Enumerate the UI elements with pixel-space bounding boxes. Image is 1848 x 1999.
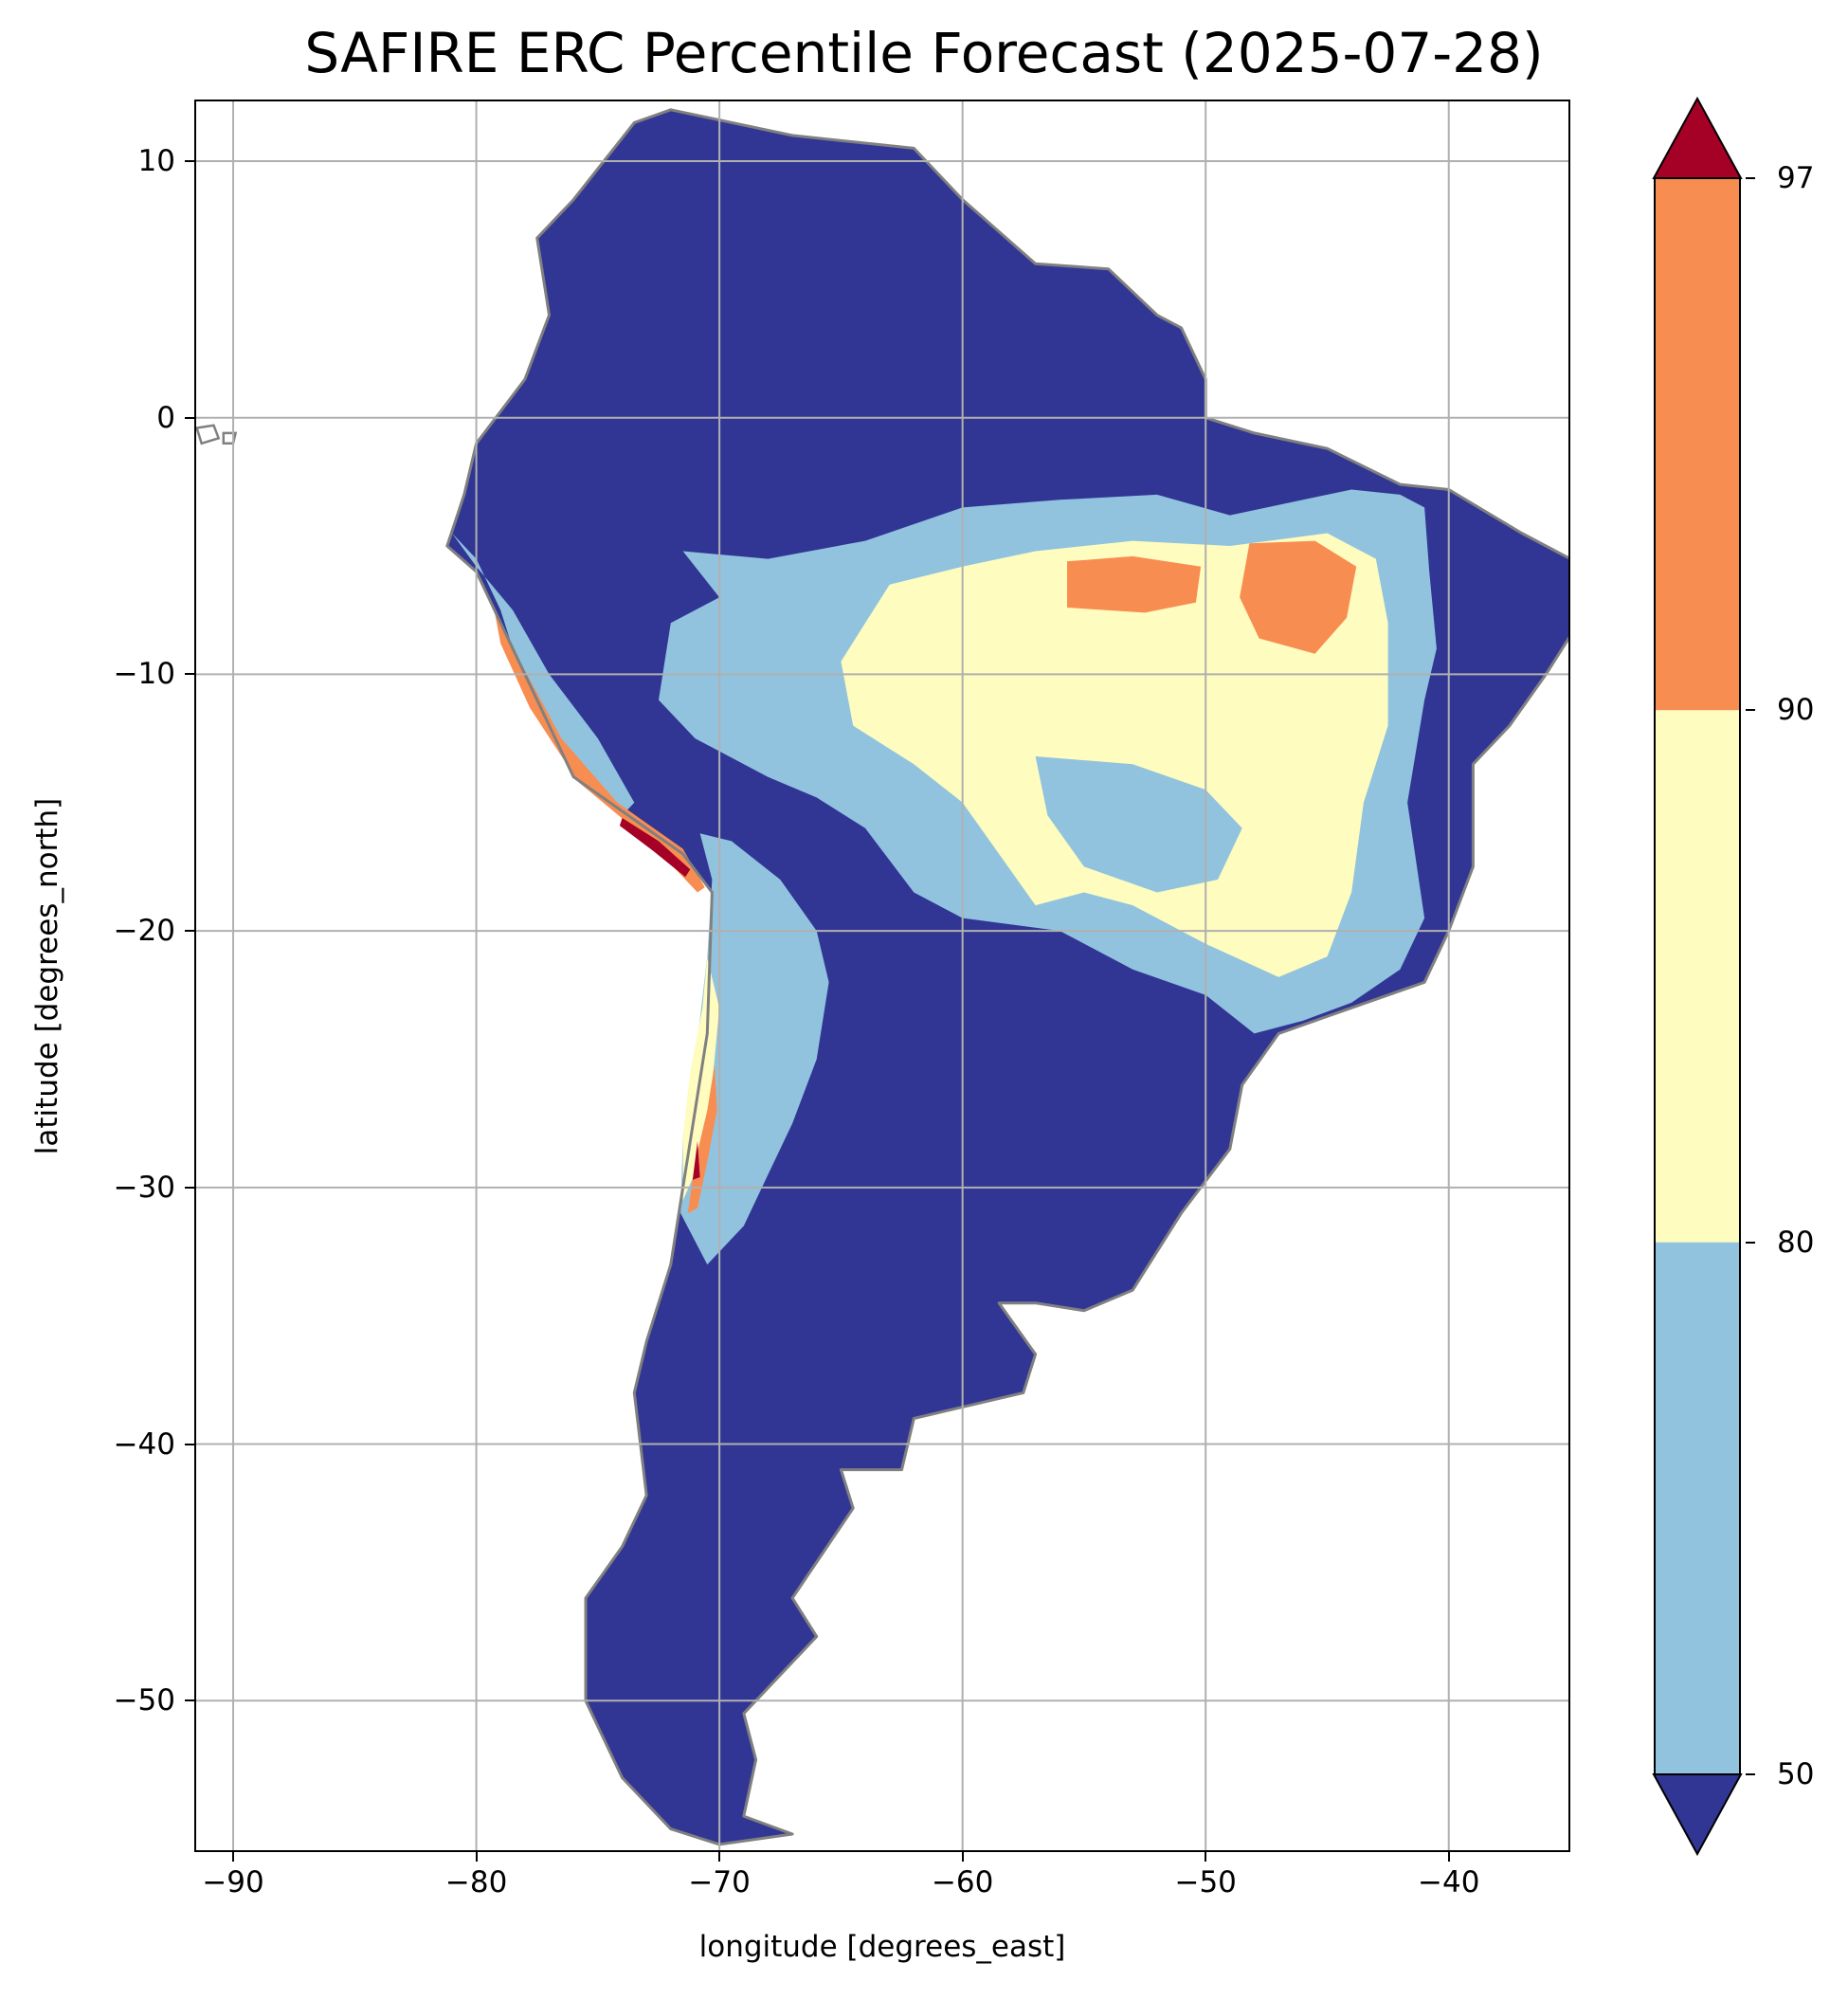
colorbar-tick-label: 90 <box>1777 693 1815 728</box>
y-tick-label: 0 <box>156 400 175 435</box>
x-tick-label: −40 <box>1418 1865 1480 1899</box>
percentile-region-80-90 <box>841 533 1388 977</box>
colorbar-extend-max <box>1652 96 1743 179</box>
colorbar-tick-mark <box>1746 709 1755 712</box>
y-tick-mark <box>185 673 194 676</box>
colorbar-segment <box>1654 1242 1741 1774</box>
y-axis-label: latitude [degrees_north] <box>30 797 64 1155</box>
x-tick-mark <box>232 1852 235 1862</box>
landmass-region <box>446 109 1570 1845</box>
percentile-region-50-80 <box>680 833 829 1265</box>
percentile-region-90-97 <box>1067 555 1202 613</box>
colorbar-tick-label: 50 <box>1777 1757 1815 1791</box>
colorbar <box>1652 96 1743 1857</box>
percentile-region--97 <box>619 818 691 878</box>
x-tick-mark <box>718 1852 721 1862</box>
y-tick-mark <box>185 159 194 162</box>
map-canvas <box>194 100 1570 1852</box>
coastline <box>445 108 1570 1846</box>
colorbar-frame <box>1654 177 1741 1775</box>
x-tick-mark <box>475 1852 478 1862</box>
y-tick-mark <box>185 930 194 933</box>
colorbar-segment <box>1654 178 1741 711</box>
y-tick-label: −10 <box>113 657 175 692</box>
y-tick-label: 10 <box>137 143 175 178</box>
colorbar-tick-mark <box>1746 1773 1755 1775</box>
colorbar-tick-label: 80 <box>1777 1225 1815 1260</box>
x-tick-label: −60 <box>931 1865 994 1899</box>
colorbar-tick-mark <box>1746 1241 1755 1244</box>
percentile-region-50-80 <box>1035 756 1242 893</box>
y-tick-label: −20 <box>113 914 175 949</box>
x-tick-mark <box>961 1852 964 1862</box>
chart-title: SAFIRE ERC Percentile Forecast (2025-07-… <box>304 21 1544 85</box>
x-tick-label: −50 <box>1174 1865 1237 1899</box>
y-tick-label: −30 <box>113 1170 175 1205</box>
colorbar-tick-mark <box>1746 177 1755 179</box>
y-tick-mark <box>185 1443 194 1445</box>
percentile-region--97 <box>692 1141 700 1180</box>
colorbar-tick-label: 97 <box>1777 161 1815 195</box>
y-tick-label: −40 <box>113 1427 175 1462</box>
x-tick-label: −70 <box>688 1865 751 1899</box>
percentile-region-90-97 <box>1240 540 1357 654</box>
colorbar-extend-min <box>1652 1773 1743 1857</box>
map-plot-area <box>194 100 1570 1852</box>
x-tick-mark <box>1205 1852 1207 1862</box>
y-tick-mark <box>185 416 194 419</box>
x-tick-mark <box>1447 1852 1450 1862</box>
x-tick-label: −90 <box>202 1865 264 1899</box>
x-tick-label: −80 <box>444 1865 508 1899</box>
x-axis-label: longitude [degrees_east] <box>698 1930 1066 1964</box>
y-tick-mark <box>185 1186 194 1189</box>
y-tick-label: −50 <box>113 1683 175 1718</box>
colorbar-segment <box>1654 710 1741 1243</box>
island-outline <box>194 424 221 445</box>
y-tick-mark <box>185 1699 194 1702</box>
